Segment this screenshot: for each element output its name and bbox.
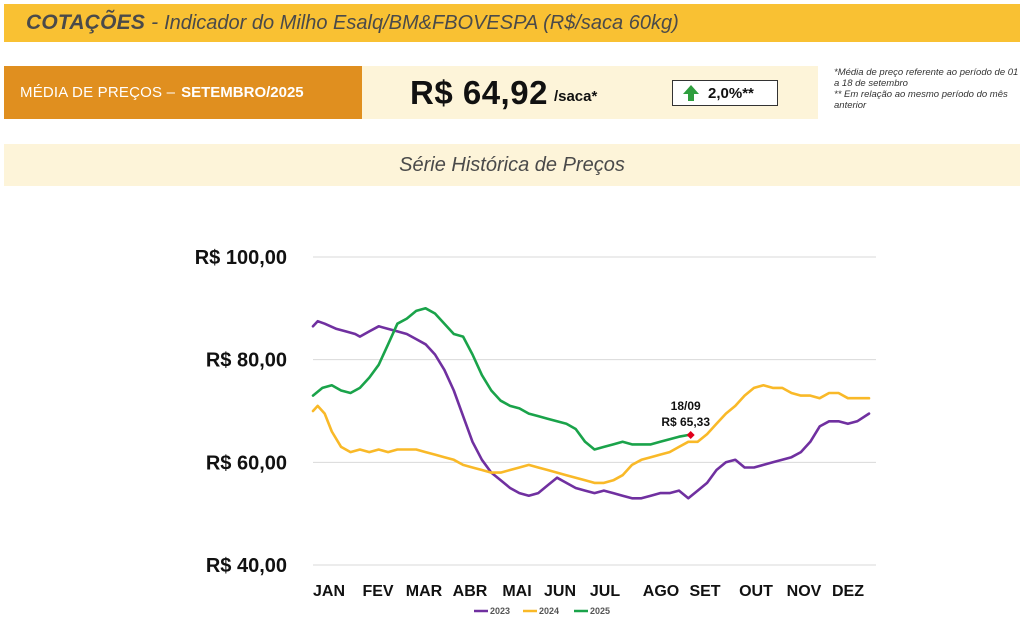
legend-label-2024: 2024	[539, 606, 559, 616]
legend-label-2025: 2025	[590, 606, 610, 616]
average-price: R$ 64,92	[410, 73, 548, 111]
x-tick-label-set: SET	[689, 583, 720, 600]
x-tick-label-jun: JUN	[544, 583, 576, 600]
series-title: Série Histórica de Preços	[399, 153, 625, 176]
change-percent: 2,0%**	[708, 84, 754, 102]
header-brand: COTAÇÕES	[26, 11, 146, 34]
average-label: MÉDIA DE PREÇOS –	[20, 84, 176, 101]
x-tick-label-ago: AGO	[643, 583, 679, 600]
x-tick-label-jan: JAN	[313, 583, 345, 600]
y-tick-label-100: R$ 100,00	[195, 247, 287, 269]
average-month: SETEMBRO/2025	[181, 84, 304, 101]
y-tick-label-60: R$ 60,00	[206, 452, 287, 474]
x-tick-label-fev: FEV	[362, 583, 393, 600]
series-line-2024	[311, 383, 871, 485]
header-subtitle: Indicador do Milho Esalq/BM&FBOVESPA (R$…	[164, 11, 679, 34]
annotation-marker	[686, 430, 695, 439]
y-tick-label-80: R$ 80,00	[206, 350, 287, 372]
average-label-box: MÉDIA DE PREÇOS – SETEMBRO/2025	[4, 66, 362, 119]
legend-label-2023: 2023	[490, 606, 510, 616]
x-tick-label-out: OUT	[739, 583, 773, 600]
y-tick-label-40: R$ 40,00	[206, 555, 287, 577]
arrow-up-icon	[683, 85, 699, 101]
header-separator: -	[151, 11, 159, 34]
x-tick-label-abr: ABR	[453, 583, 488, 600]
annotation-value: R$ 65,33	[661, 415, 710, 429]
series-title-bar: Série Histórica de Preços	[4, 144, 1020, 186]
x-tick-label-mai: MAI	[502, 583, 531, 600]
x-tick-label-nov: NOV	[787, 583, 822, 600]
series-line-2023	[311, 319, 871, 500]
price-unit: /saca*	[553, 88, 598, 105]
x-tick-label-dez: DEZ	[832, 583, 864, 600]
change-badge: 2,0%**	[672, 80, 778, 106]
x-tick-label-jul: JUL	[590, 583, 620, 600]
footnote-2: ** Em relação ao mesmo período do mês an…	[834, 89, 1008, 111]
series-line-2025	[311, 306, 693, 451]
x-tick-label-mar: MAR	[406, 583, 443, 600]
header-bar: COTAÇÕES - Indicador do Milho Esalq/BM&F…	[4, 4, 1020, 42]
footnotes: *Média de preço referente ao período de …	[834, 67, 1020, 111]
annotation-date: 18/09	[671, 399, 701, 413]
footnote-1: *Média de preço referente ao período de …	[834, 67, 1019, 89]
average-price-box: R$ 64,92 /saca* 2,0%**	[362, 66, 818, 119]
